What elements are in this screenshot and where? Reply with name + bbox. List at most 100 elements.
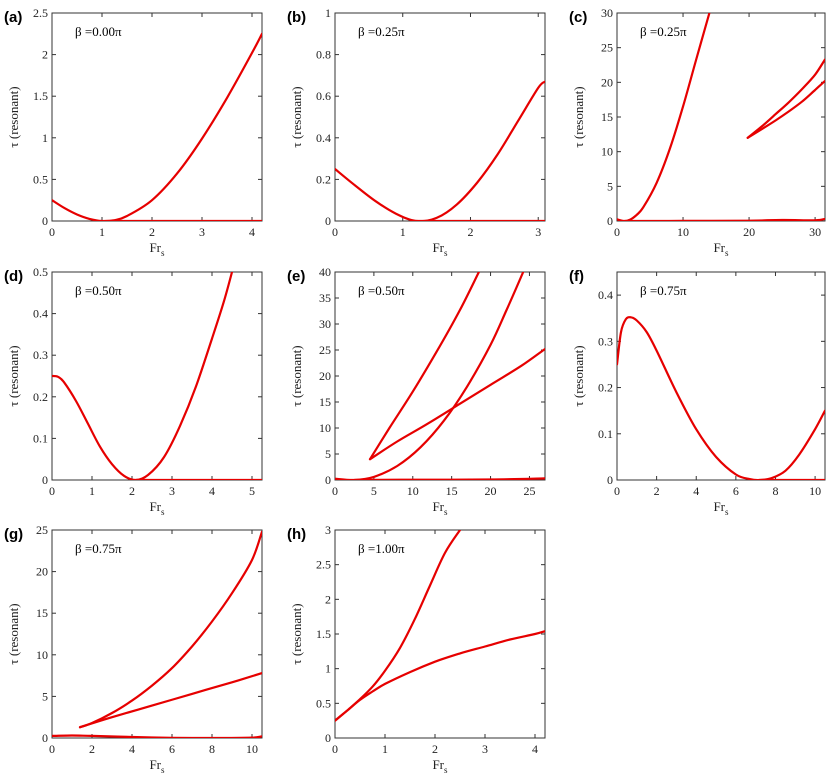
x-axis-label-main: Fr xyxy=(149,757,161,772)
series-line-3 xyxy=(746,79,825,139)
series-line-1 xyxy=(617,316,825,480)
series-line-1 xyxy=(368,272,480,461)
y-tick-label: 0 xyxy=(42,473,48,487)
y-tick-label: 0 xyxy=(325,731,331,745)
x-tick-label: 3 xyxy=(199,225,205,239)
y-tick-label: 0 xyxy=(607,214,613,228)
axis-frame xyxy=(334,12,546,222)
y-tick-label: 0.4 xyxy=(33,307,48,321)
x-tick-label: 4 xyxy=(209,484,215,498)
y-tick-label: 0.5 xyxy=(33,265,48,279)
series-line-4 xyxy=(353,477,545,480)
axis-frame xyxy=(616,271,826,481)
y-tick-label: 5 xyxy=(325,447,331,461)
curves xyxy=(52,32,262,221)
beta-annotation: β =1.00π xyxy=(358,541,405,556)
y-axis-label: τ (resonant) xyxy=(289,86,304,147)
y-tick-label: 0.4 xyxy=(316,131,331,145)
series-line-1 xyxy=(52,32,262,221)
curves xyxy=(335,272,545,480)
y-tick-label: 15 xyxy=(319,395,331,409)
panel-e: 0 5 10 15 20 25 0 5 10 15 20 25 30 35 40 Frs τ (resonant… xyxy=(287,265,546,517)
y-tick-label: 0.6 xyxy=(316,89,331,103)
y-tick-label: 1.5 xyxy=(33,89,48,103)
x-axis-label-main: Fr xyxy=(713,240,725,255)
series-line-4 xyxy=(629,217,825,221)
series-line-2 xyxy=(746,58,825,139)
x-tick-label: 3 xyxy=(535,225,541,239)
x-tick-label: 1 xyxy=(99,225,105,239)
y-tick-label: 25 xyxy=(36,523,48,537)
series-line-2 xyxy=(335,630,545,722)
x-tick-label: 5 xyxy=(371,484,377,498)
x-tick-label: 1 xyxy=(89,484,95,498)
y-tick-label: 3 xyxy=(325,523,331,537)
y-tick-label: 0.5 xyxy=(316,696,331,710)
y-tick-label: 2.5 xyxy=(316,558,331,572)
x-axis-label-main: Fr xyxy=(432,757,444,772)
y-tick-label: 0 xyxy=(325,214,331,228)
x-tick-label: 10 xyxy=(677,225,689,239)
beta-annotation: β =0.75π xyxy=(640,283,687,298)
y-tick-label: 2 xyxy=(42,48,48,62)
x-tick-label: 2 xyxy=(467,225,473,239)
x-tick-label: 2 xyxy=(89,742,95,756)
series-line-1 xyxy=(78,530,262,729)
x-axis-label-main: Fr xyxy=(149,499,161,514)
beta-annotation: β =0.25π xyxy=(358,24,405,39)
x-tick-label: 0 xyxy=(49,742,55,756)
x-tick-label: 0 xyxy=(332,484,338,498)
x-tick-label: 10 xyxy=(809,484,821,498)
panel-d: 0 1 2 3 4 5 0 0.1 0.2 0.3 0.4 0.5 Frs τ (resonant) (d)… xyxy=(4,265,263,517)
y-axis-label: τ (resonant) xyxy=(289,603,304,664)
panel-label: (e) xyxy=(287,268,305,285)
x-tick-label: 15 xyxy=(446,484,458,498)
y-tick-label: 2.5 xyxy=(33,6,48,20)
x-tick-label: 1 xyxy=(382,742,388,756)
axis-frame xyxy=(334,271,546,481)
y-tick-label: 5 xyxy=(42,689,48,703)
y-tick-label: 30 xyxy=(319,317,331,331)
beta-annotation: β =0.50π xyxy=(75,283,122,298)
y-tick-label: 35 xyxy=(319,291,331,305)
beta-annotation: β =0.50π xyxy=(358,283,405,298)
y-tick-label: 0.2 xyxy=(598,381,613,395)
y-tick-label: 0.8 xyxy=(316,48,331,62)
panel-a: 0 1 2 3 4 0 0.5 1 1.5 2 2.5 Frs τ (resonant) (a) β =0.… xyxy=(4,6,263,258)
x-tick-label: 0 xyxy=(49,484,55,498)
y-tick-label: 0.1 xyxy=(598,427,613,441)
x-tick-label: 4 xyxy=(693,484,699,498)
beta-annotation: β =0.75π xyxy=(75,541,122,556)
axis-frame xyxy=(616,12,826,222)
x-tick-label: 2 xyxy=(129,484,135,498)
y-tick-label: 1 xyxy=(325,6,331,20)
y-tick-label: 25 xyxy=(319,343,331,357)
series-line-3 xyxy=(52,734,262,738)
x-tick-label: 5 xyxy=(249,484,255,498)
x-tick-label: 2 xyxy=(149,225,155,239)
y-tick-label: 20 xyxy=(36,565,48,579)
x-axis-label: Frs xyxy=(149,240,165,258)
panel-label: (a) xyxy=(4,9,22,26)
y-tick-label: 20 xyxy=(601,75,613,89)
series-line-1 xyxy=(52,272,234,480)
y-tick-label: 15 xyxy=(601,110,613,124)
y-tick-label: 1 xyxy=(325,662,331,676)
y-tick-label: 0 xyxy=(42,214,48,228)
panel-label: (d) xyxy=(4,268,23,285)
x-tick-label: 3 xyxy=(169,484,175,498)
x-tick-label: 3 xyxy=(482,742,488,756)
x-axis-label-subscript: s xyxy=(725,248,729,258)
x-tick-label: 4 xyxy=(249,225,255,239)
x-tick-label: 0 xyxy=(49,225,55,239)
x-tick-label: 8 xyxy=(772,484,778,498)
y-tick-label: 10 xyxy=(319,421,331,435)
x-axis-label: Frs xyxy=(713,240,729,258)
y-tick-label: 0.1 xyxy=(33,431,48,445)
x-tick-label: 0 xyxy=(332,225,338,239)
y-tick-label: 0.2 xyxy=(33,390,48,404)
x-axis-label-subscript: s xyxy=(444,765,448,775)
x-axis-label-subscript: s xyxy=(161,507,165,517)
y-tick-label: 20 xyxy=(319,369,331,383)
